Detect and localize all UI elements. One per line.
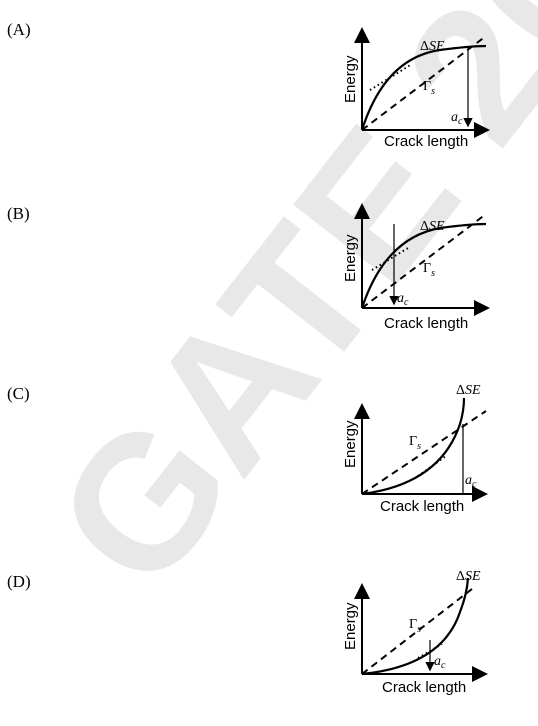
option-d-graph: Energy Crack length ΔSE Γs ac [342, 569, 488, 696]
critical-length-label: ac [451, 110, 463, 127]
option-a-label: (A) [7, 20, 31, 39]
curve-label: ΔSE [420, 39, 445, 54]
tangent-dots [369, 63, 413, 91]
watermark: GATE 20 [15, 0, 538, 625]
x-axis-label: Crack length [380, 498, 464, 515]
critical-length-label: ac [465, 473, 477, 490]
option-d-label: (D) [7, 572, 31, 591]
tangent-dots [417, 455, 447, 477]
line-label: Γs [423, 261, 435, 279]
y-axis-label: Energy [342, 420, 359, 468]
option-c-plot: Energy Crack length ΔSE Γs ac [330, 383, 538, 544]
x-axis-label: Crack length [384, 133, 468, 150]
option-a-graph: Energy Crack length ΔSE Γs ac [342, 27, 490, 150]
surface-energy-line [361, 410, 487, 495]
surface-energy-line [361, 213, 487, 309]
line-label: Γs [409, 434, 421, 452]
option-c-label: (C) [7, 384, 30, 403]
option-b-label: (B) [7, 204, 30, 223]
tangent-dots [371, 247, 409, 271]
option-a-plot: Energy Crack length ΔSE Γs ac [330, 27, 538, 188]
option-b-plot: Energy Crack length ΔSE Γs ac [330, 203, 538, 364]
option-b-graph: Energy Crack length ΔSE Γs ac [342, 203, 490, 332]
strain-energy-curve [361, 397, 466, 496]
strain-energy-curve [361, 577, 470, 676]
curve-label: ΔSE [456, 383, 481, 398]
curve-label: ΔSE [456, 569, 481, 584]
option-d-plot: Energy Crack length ΔSE Γs ac [330, 566, 538, 726]
line-label: Γs [423, 79, 435, 97]
critical-length-label: ac [434, 654, 446, 671]
curve-label: ΔSE [420, 219, 445, 234]
x-axis-label: Crack length [384, 315, 468, 332]
y-axis-label: Energy [342, 55, 359, 103]
option-c-graph: Energy Crack length ΔSE Γs ac [342, 383, 488, 515]
y-axis-label: Energy [342, 234, 359, 282]
critical-length-label: ac [397, 291, 409, 308]
y-axis-label: Energy [342, 602, 359, 650]
x-axis-label: Crack length [382, 679, 466, 696]
line-label: Γs [409, 617, 421, 635]
surface-energy-line [361, 35, 487, 131]
